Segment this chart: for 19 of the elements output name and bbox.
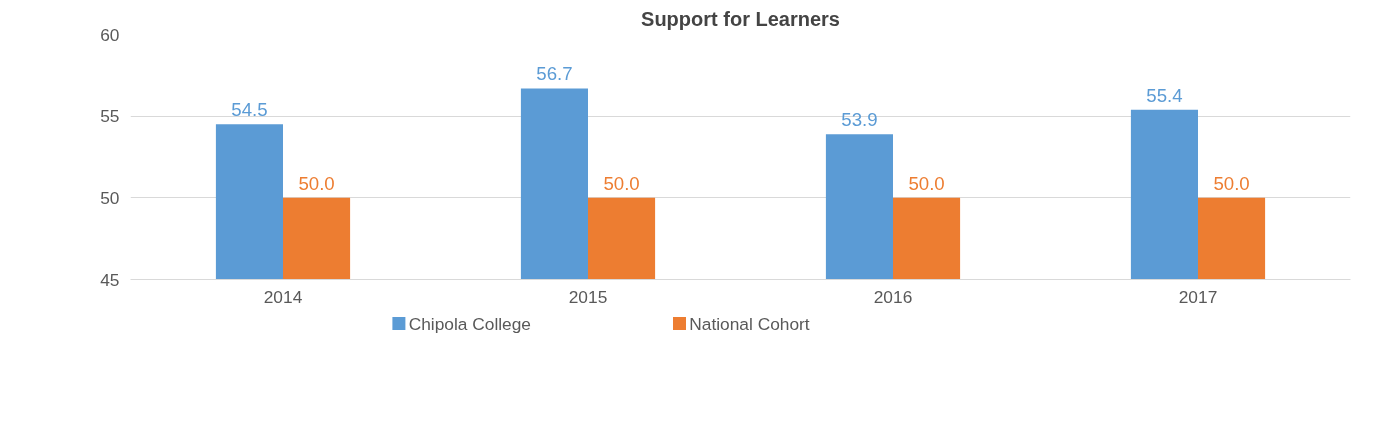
data-label: 53.9 bbox=[841, 109, 878, 131]
data-label: 55.4 bbox=[1146, 84, 1183, 106]
data-label: 50.0 bbox=[1213, 172, 1250, 194]
x-tick-label: 2016 bbox=[873, 286, 913, 307]
legend-label: National Cohort bbox=[689, 313, 810, 334]
data-label: 50.0 bbox=[298, 172, 335, 194]
data-label: 50.0 bbox=[908, 172, 945, 194]
x-tick-label: 2014 bbox=[263, 286, 303, 307]
y-tick-label: 45 bbox=[100, 269, 120, 290]
x-tick-label: 2015 bbox=[568, 286, 608, 307]
y-tick-label: 50 bbox=[100, 187, 120, 208]
data-label: 54.5 bbox=[231, 99, 268, 121]
y-tick-label: 60 bbox=[100, 24, 120, 45]
legend-label: Chipola College bbox=[408, 313, 531, 334]
chart-title: Support for Learners bbox=[641, 7, 840, 30]
data-label: 50.0 bbox=[603, 172, 640, 194]
data-label: 56.7 bbox=[536, 63, 573, 85]
y-tick-label: 55 bbox=[100, 106, 120, 127]
x-tick-label: 2017 bbox=[1178, 286, 1218, 307]
